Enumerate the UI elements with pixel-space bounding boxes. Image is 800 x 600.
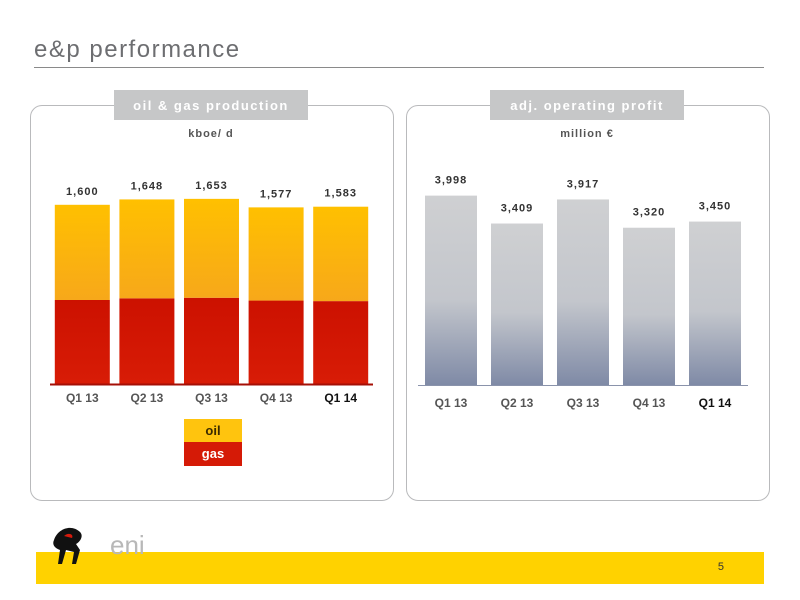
six-legged-dog-icon <box>53 527 82 564</box>
bar-gas-2 <box>184 297 239 384</box>
page-number: 5 <box>717 561 724 573</box>
production-unit-label: kboe/ d <box>188 128 234 140</box>
data-label-profit-3: 3,320 <box>633 207 666 219</box>
data-label-total-2: 1,653 <box>195 180 228 192</box>
bar-gas-0 <box>54 300 110 384</box>
profit-panel-title: adj. operating profit <box>490 90 684 120</box>
production-legend: oil gas <box>184 419 242 466</box>
legend-gas: gas <box>184 442 242 466</box>
data-label-total-1: 1,648 <box>131 180 164 192</box>
bar-oil-4 <box>313 206 369 302</box>
page-title: e&p performance <box>34 36 241 63</box>
data-label-profit-2: 3,917 <box>567 178 600 190</box>
footer-bar: 5 <box>36 552 764 584</box>
x-tick-label-0: Q1 13 <box>66 391 99 405</box>
bar-gas-1 <box>119 298 175 384</box>
bar-oil-0 <box>54 204 110 300</box>
bar-profit-0 <box>425 195 477 385</box>
data-label-total-3: 1,577 <box>260 188 293 200</box>
data-label-profit-1: 3,409 <box>501 203 534 215</box>
title-divider <box>34 67 764 68</box>
bar-profit-3 <box>623 227 675 385</box>
bar-profit-1 <box>491 223 543 385</box>
production-panel-title: oil & gas production <box>114 90 308 120</box>
data-label-total-4: 1,583 <box>324 188 357 200</box>
x-tick-label-1: Q2 13 <box>131 391 164 405</box>
bar-oil-1 <box>119 199 175 299</box>
x-tick-label-2: Q3 13 <box>195 391 228 405</box>
x-tick-label-profit-2: Q3 13 <box>567 396 600 410</box>
data-label-profit-4: 3,450 <box>699 201 732 213</box>
x-tick-label-4: Q1 14 <box>324 391 357 405</box>
bar-oil-3 <box>248 207 304 301</box>
data-label-total-0: 1,600 <box>66 186 99 198</box>
bar-gas-4 <box>313 301 369 384</box>
x-tick-label-profit-1: Q2 13 <box>501 396 534 410</box>
legend-oil: oil <box>184 419 242 442</box>
eni-logo: eni <box>53 527 145 564</box>
profit-chart: 3,998 Q1 13 3,409 Q2 13 3,917 Q3 13 3,320 Q4 13… <box>418 175 748 410</box>
x-tick-label-profit-3: Q4 13 <box>633 396 666 410</box>
bar-gas-3 <box>248 300 304 384</box>
production-chart: 1,600 Q1 13 1,648 Q2 13 1,653 Q3 13 1,577 Q4 13… <box>50 180 373 405</box>
bar-profit-2 <box>557 199 609 385</box>
data-label-profit-0: 3,998 <box>435 175 468 187</box>
profit-unit-label: million € <box>560 128 614 140</box>
x-tick-label-profit-0: Q1 13 <box>435 396 468 410</box>
x-tick-label-3: Q4 13 <box>260 391 293 405</box>
x-tick-label-profit-4: Q1 14 <box>699 396 732 410</box>
bar-oil-2 <box>184 198 239 298</box>
bar-profit-4 <box>689 221 741 385</box>
logo-wordmark: eni <box>110 530 145 560</box>
